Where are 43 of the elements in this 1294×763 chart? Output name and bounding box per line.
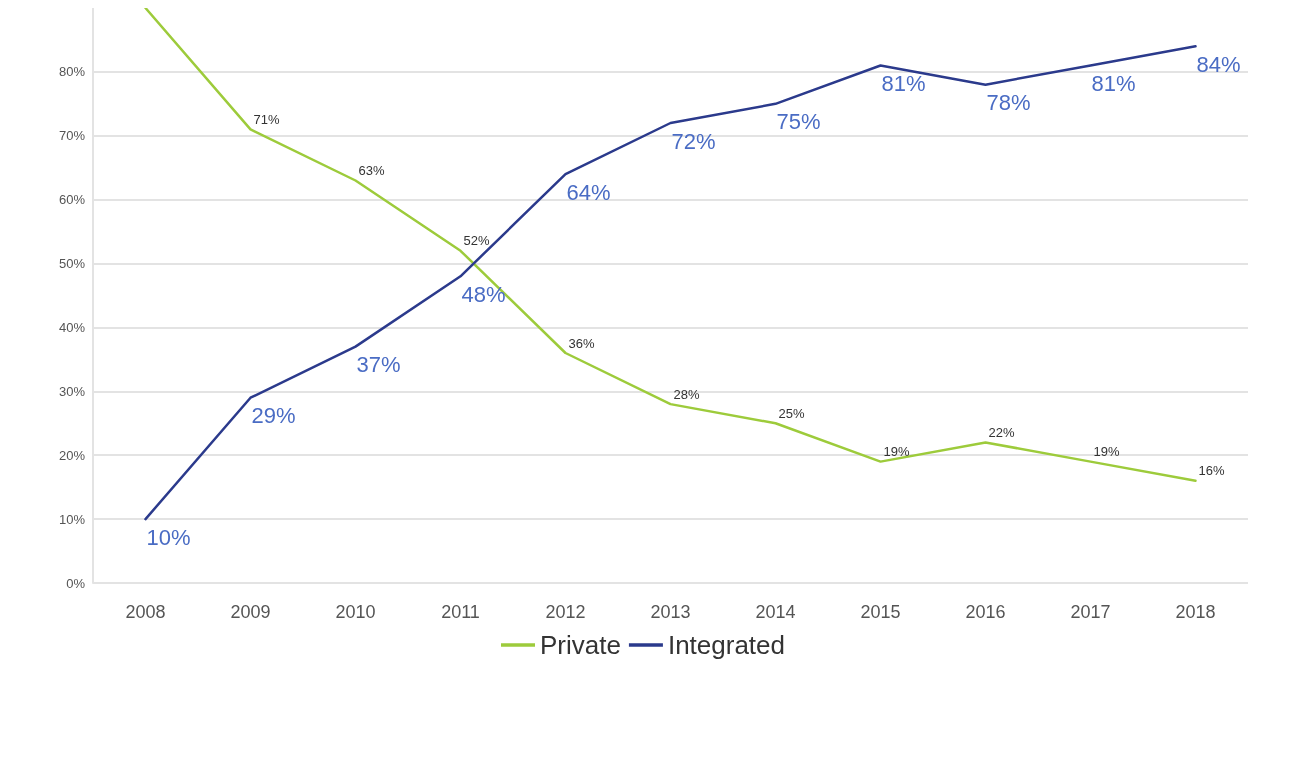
- data-label: 78%: [986, 90, 1031, 116]
- data-label: 81%: [1091, 71, 1136, 96]
- y-tick-label: 40%: [58, 319, 86, 335]
- x-tick-label: 2011: [441, 602, 480, 622]
- x-tick-label: 2013: [650, 602, 691, 622]
- data-label: 19%: [1093, 444, 1120, 460]
- y-tick-label: 70%: [58, 128, 86, 144]
- x-tick-label: 2014: [755, 602, 796, 622]
- x-tick-label: 2016: [965, 602, 1006, 622]
- data-label: 64%: [566, 179, 611, 205]
- data-label: 75%: [776, 109, 821, 135]
- data-label: 19%: [883, 444, 910, 460]
- y-tick-label: 60%: [58, 192, 86, 208]
- x-tick-label: 2010: [335, 602, 376, 622]
- data-label: 36%: [568, 335, 595, 351]
- x-tick-label: 2012: [545, 602, 586, 622]
- data-label: 52%: [463, 233, 490, 249]
- x-tick-label: 2015: [860, 602, 901, 622]
- data-label: 72%: [671, 128, 716, 154]
- y-tick-label: 50%: [58, 256, 86, 272]
- data-label: 81%: [881, 71, 926, 96]
- data-label: 48%: [461, 281, 506, 307]
- data-label: 63%: [358, 163, 385, 178]
- data-label: 16%: [1198, 463, 1225, 479]
- y-tick-label: 30%: [58, 383, 86, 399]
- data-label: 10%: [146, 524, 191, 550]
- data-label: 84%: [1196, 51, 1241, 77]
- data-label: 25%: [778, 405, 805, 421]
- x-tick-label: 2017: [1070, 602, 1111, 622]
- y-tick-label: 80%: [58, 64, 86, 80]
- data-label: 71%: [253, 111, 280, 127]
- legend-label: Integrated: [667, 630, 786, 660]
- data-label: 29%: [251, 403, 296, 429]
- legend-label: Private: [540, 630, 621, 660]
- data-label: 22%: [988, 424, 1015, 440]
- x-tick-label: 2008: [125, 602, 166, 622]
- data-label: 37%: [356, 352, 401, 378]
- y-tick-label: 0%: [66, 575, 86, 591]
- data-label: 28%: [673, 386, 700, 402]
- y-tick-label: 20%: [58, 447, 86, 463]
- y-tick-label: 10%: [58, 511, 86, 527]
- x-tick-label: 2018: [1175, 602, 1216, 622]
- x-tick-label: 2009: [230, 602, 271, 622]
